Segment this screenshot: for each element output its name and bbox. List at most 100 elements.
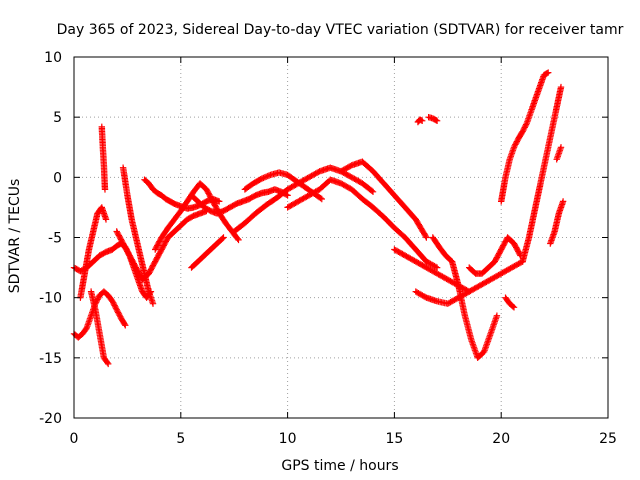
series-track-14 — [284, 176, 441, 271]
data-point-marker — [101, 186, 109, 193]
data-point-marker — [235, 236, 242, 244]
data-point-marker — [122, 322, 129, 329]
data-point-marker — [493, 312, 501, 319]
data-point-marker — [112, 303, 119, 311]
data-point-marker — [318, 195, 325, 203]
data-point-marker — [114, 307, 121, 315]
series-track-22 — [498, 69, 552, 205]
y-axis-tick-labels: -20 -15 -10 -5 0 5 10 — [39, 50, 62, 427]
data-point-marker — [109, 298, 116, 305]
data-point-marker — [510, 304, 518, 311]
data-point-marker — [557, 83, 565, 91]
data-point-marker — [523, 120, 530, 127]
y-tick-label: -5 — [48, 231, 62, 247]
data-point-marker — [531, 97, 538, 104]
data-point-marker — [317, 194, 324, 202]
data-point-marker — [114, 309, 122, 316]
data-point-marker — [433, 117, 441, 124]
data-point-marker — [557, 144, 565, 151]
data-point-marker — [110, 300, 118, 308]
chart-title: Day 365 of 2023, Sidereal Day-to-day VTE… — [57, 22, 624, 38]
series-track-15 — [337, 158, 430, 241]
data-point-marker — [522, 121, 530, 128]
x-axis-tick-labels: 0 5 10 15 20 25 — [70, 431, 617, 447]
data-point-marker — [234, 235, 241, 242]
data-point-marker — [512, 141, 519, 148]
data-point-marker — [545, 69, 552, 76]
series-track-19 — [425, 114, 441, 124]
series-track-25 — [547, 198, 567, 247]
data-point-marker — [432, 117, 440, 124]
series-track-16 — [391, 246, 526, 295]
data-point-marker — [422, 233, 429, 240]
series-track-12 — [231, 164, 377, 235]
series-track-21 — [466, 234, 524, 277]
data-point-marker — [520, 127, 527, 134]
series-track-4 — [87, 288, 112, 368]
data-point-marker — [510, 144, 518, 151]
series-track-6 — [113, 207, 210, 283]
x-tick-label: 5 — [176, 431, 185, 447]
x-tick-label: 15 — [385, 431, 403, 447]
y-tick-label: 0 — [53, 170, 62, 186]
data-point-marker — [82, 325, 90, 333]
y-axis-label: SDTVAR / TECUs — [7, 179, 23, 294]
data-point-marker — [284, 192, 291, 199]
y-tick-label: 10 — [44, 50, 62, 66]
series-track-26 — [553, 144, 565, 163]
series-track-7 — [119, 164, 157, 307]
y-tick-label: -10 — [39, 291, 62, 307]
data-point-marker — [110, 299, 117, 306]
data-point-marker — [536, 83, 543, 91]
series-track-5 — [98, 123, 109, 193]
x-tick-label: 10 — [279, 431, 297, 447]
data-point-marker — [513, 138, 521, 145]
data-point-marker — [433, 264, 441, 271]
data-point-marker — [368, 187, 376, 194]
series-track-17 — [412, 288, 473, 307]
data-point-marker — [102, 216, 110, 223]
series-track-23 — [502, 294, 518, 311]
data-point-marker — [555, 151, 562, 158]
series-track-3 — [77, 204, 110, 301]
data-point-marker — [464, 289, 471, 296]
x-tick-label: 0 — [70, 431, 79, 447]
data-point-marker — [423, 234, 430, 241]
series-track-24 — [519, 83, 565, 265]
x-axis-label: GPS time / hours — [281, 458, 398, 474]
data-point-marker — [466, 288, 473, 295]
data-point-marker — [547, 240, 554, 247]
data-point-marker — [528, 106, 535, 113]
data-point-marker — [113, 306, 120, 313]
data-point-marker — [559, 198, 567, 205]
series-track-10 — [188, 234, 227, 271]
series-track-20 — [429, 234, 501, 361]
x-tick-label: 25 — [599, 431, 617, 447]
data-point-marker — [111, 302, 118, 309]
data-point-marker — [216, 198, 223, 205]
data-point-marker — [105, 360, 112, 368]
data-point-marker — [220, 234, 227, 241]
data-point-marker — [112, 305, 120, 312]
data-point-marker — [419, 117, 426, 124]
data-point-marker — [85, 320, 92, 327]
data-point-marker — [511, 142, 518, 149]
data-point-marker — [509, 303, 517, 310]
data-point-marker — [521, 124, 528, 131]
series-track-18 — [414, 116, 426, 126]
data-point-marker — [417, 117, 425, 124]
data-point-marker — [369, 188, 377, 195]
data-point-marker — [95, 294, 102, 302]
y-tick-label: -15 — [39, 351, 62, 367]
data-point-marker — [116, 312, 123, 319]
data-point-marker — [488, 326, 496, 333]
data-point-marker — [519, 128, 526, 135]
data-point-marker — [520, 125, 528, 132]
data-point-marker — [432, 263, 439, 270]
data-point-marker — [149, 300, 157, 307]
data-point-marker — [115, 310, 123, 318]
data-point-marker — [513, 139, 520, 147]
data-point-marker — [522, 122, 529, 130]
data-point-marker — [121, 320, 128, 328]
